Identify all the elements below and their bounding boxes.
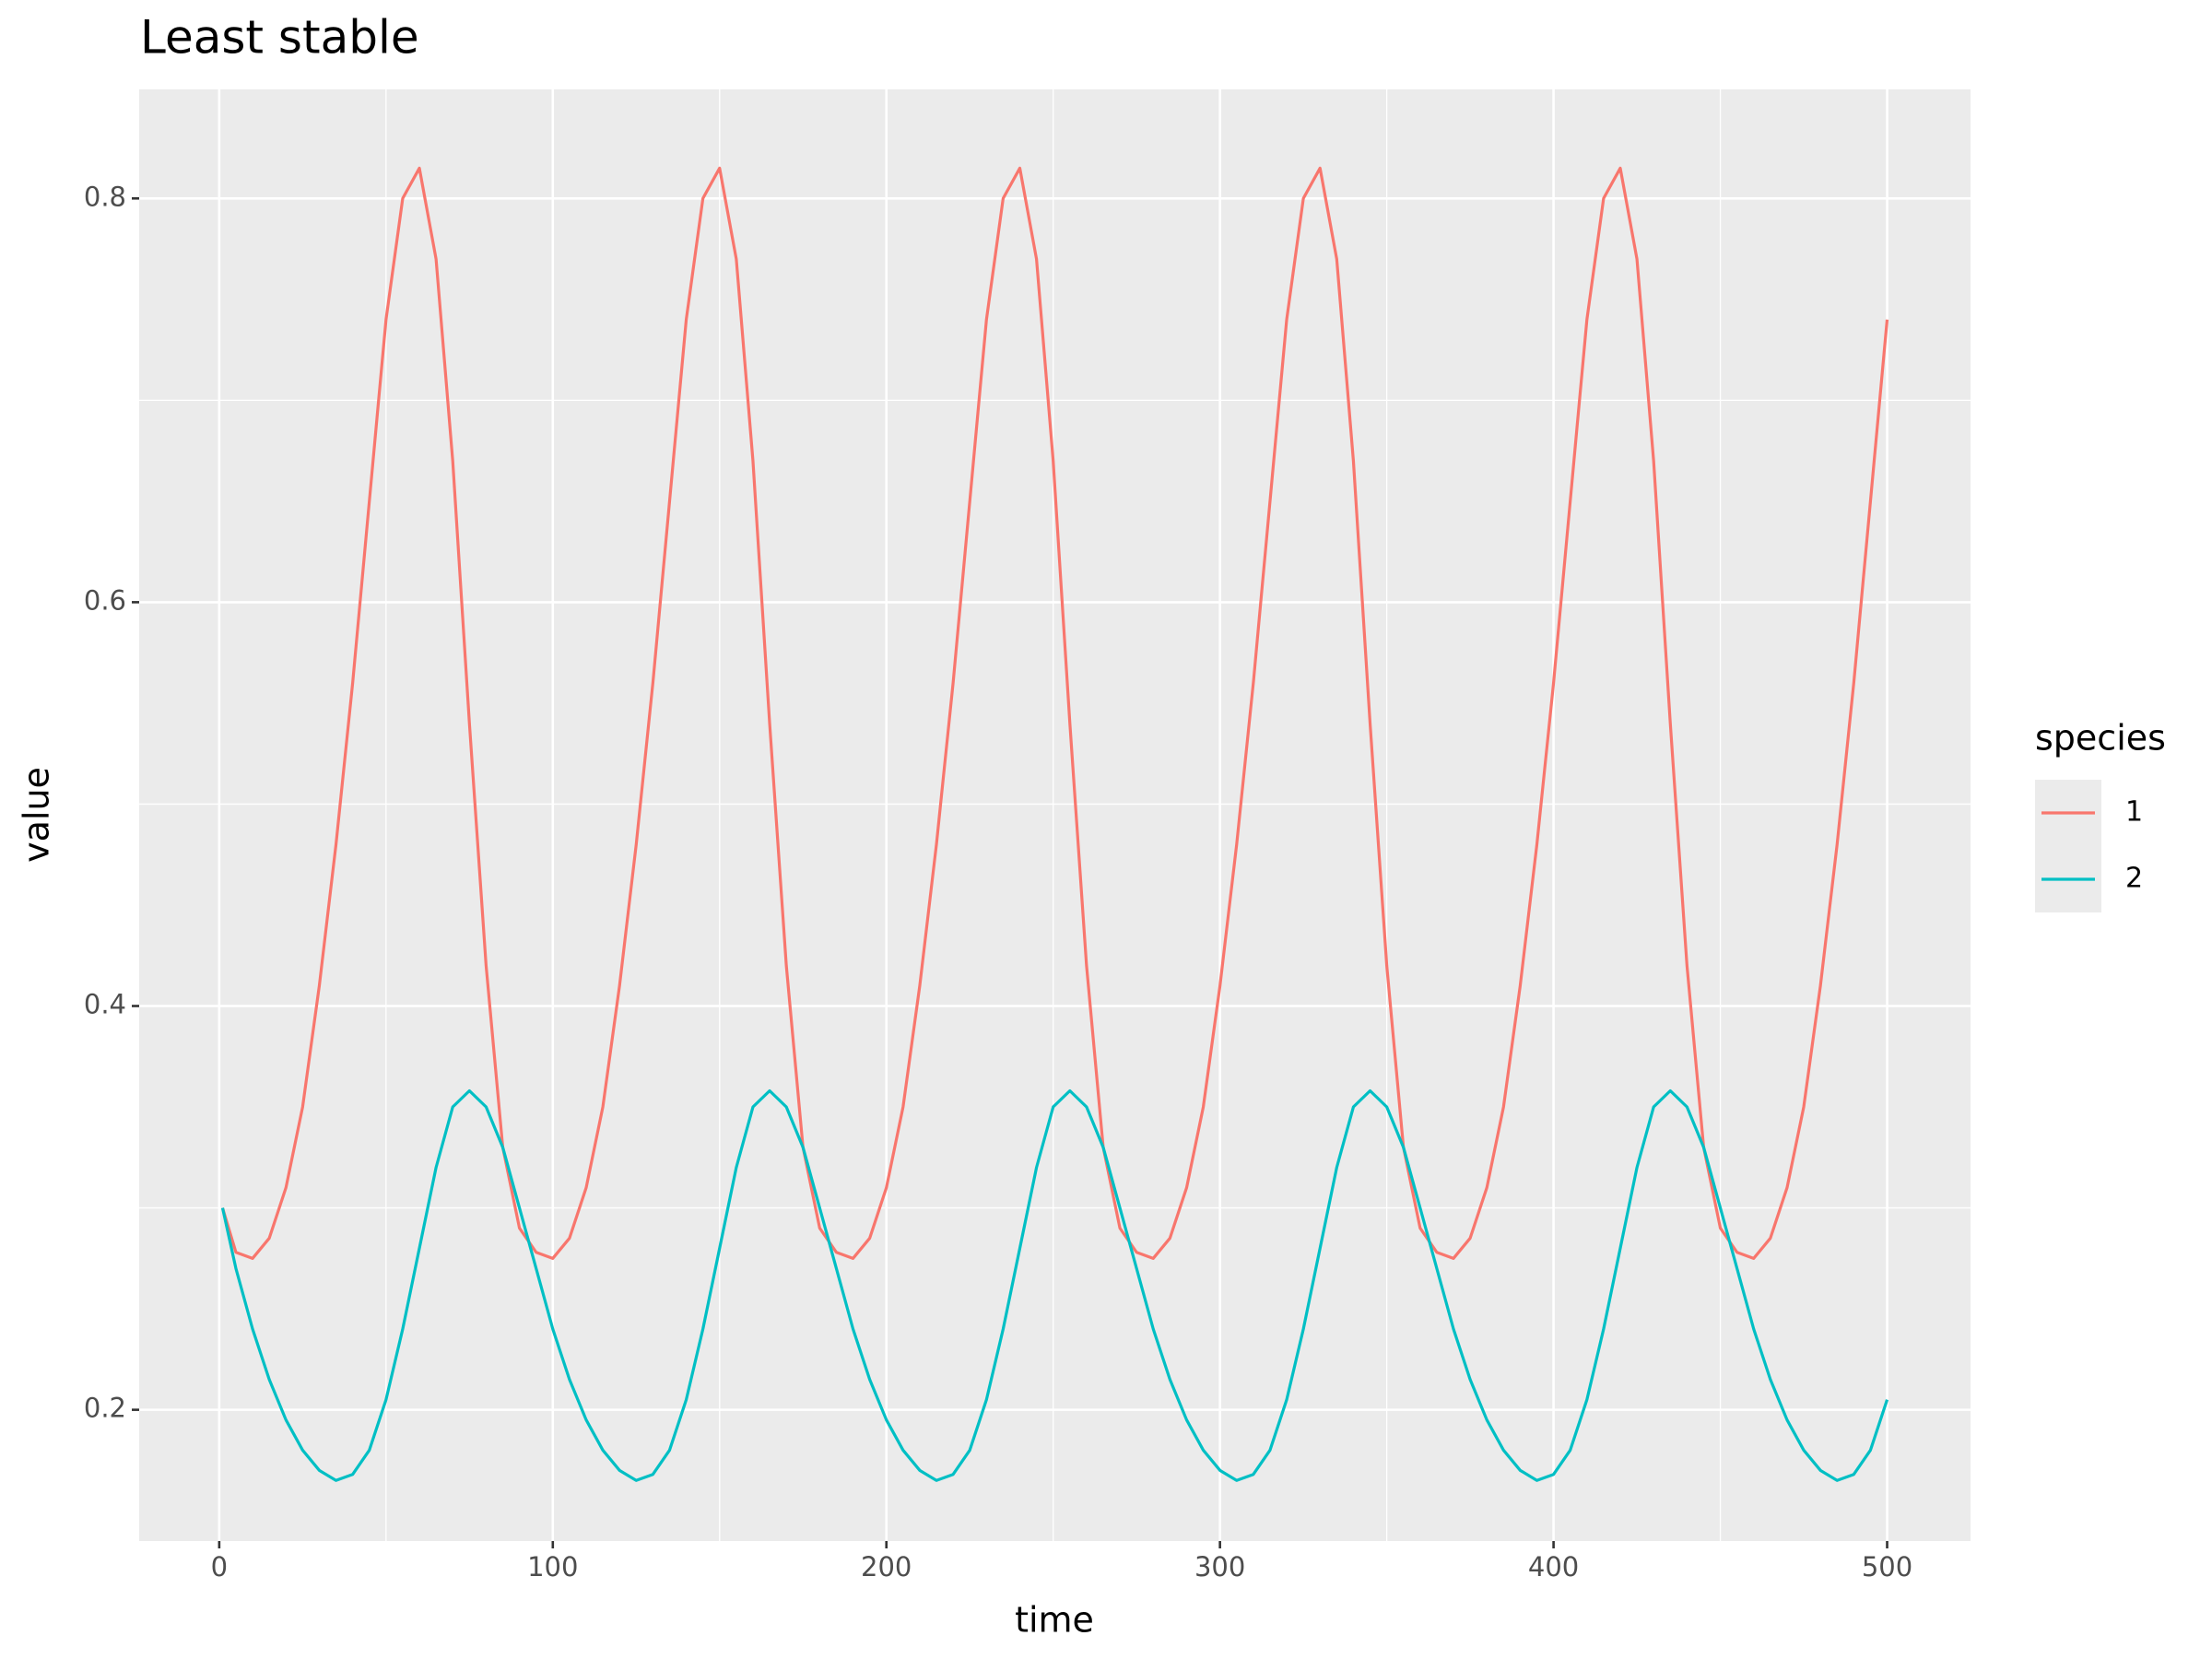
x-tick-label: 200 — [861, 1551, 912, 1583]
x-tick-label: 400 — [1528, 1551, 1579, 1583]
y-tick-label: 0.2 — [84, 1393, 126, 1424]
legend-key-background — [2035, 780, 2101, 912]
legend-label: 2 — [2125, 863, 2143, 895]
panel — [139, 89, 1971, 1541]
x-axis-label: time — [1015, 1600, 1094, 1641]
x-tick-label: 300 — [1194, 1551, 1245, 1583]
x-tick-label: 0 — [211, 1551, 228, 1583]
y-tick-label: 0.6 — [84, 584, 126, 616]
chart-title: Least stable — [140, 11, 419, 65]
y-tick-label: 0.8 — [84, 181, 126, 212]
legend-label: 1 — [2125, 796, 2143, 829]
x-tick-label: 100 — [527, 1551, 578, 1583]
series-line — [220, 1088, 1889, 1482]
legend-title: species — [2035, 718, 2166, 759]
series-line — [220, 166, 1889, 1260]
y-axis-label: value — [17, 767, 57, 863]
y-tick-label: 0.4 — [84, 989, 126, 1020]
x-tick-label: 500 — [1862, 1551, 1912, 1583]
